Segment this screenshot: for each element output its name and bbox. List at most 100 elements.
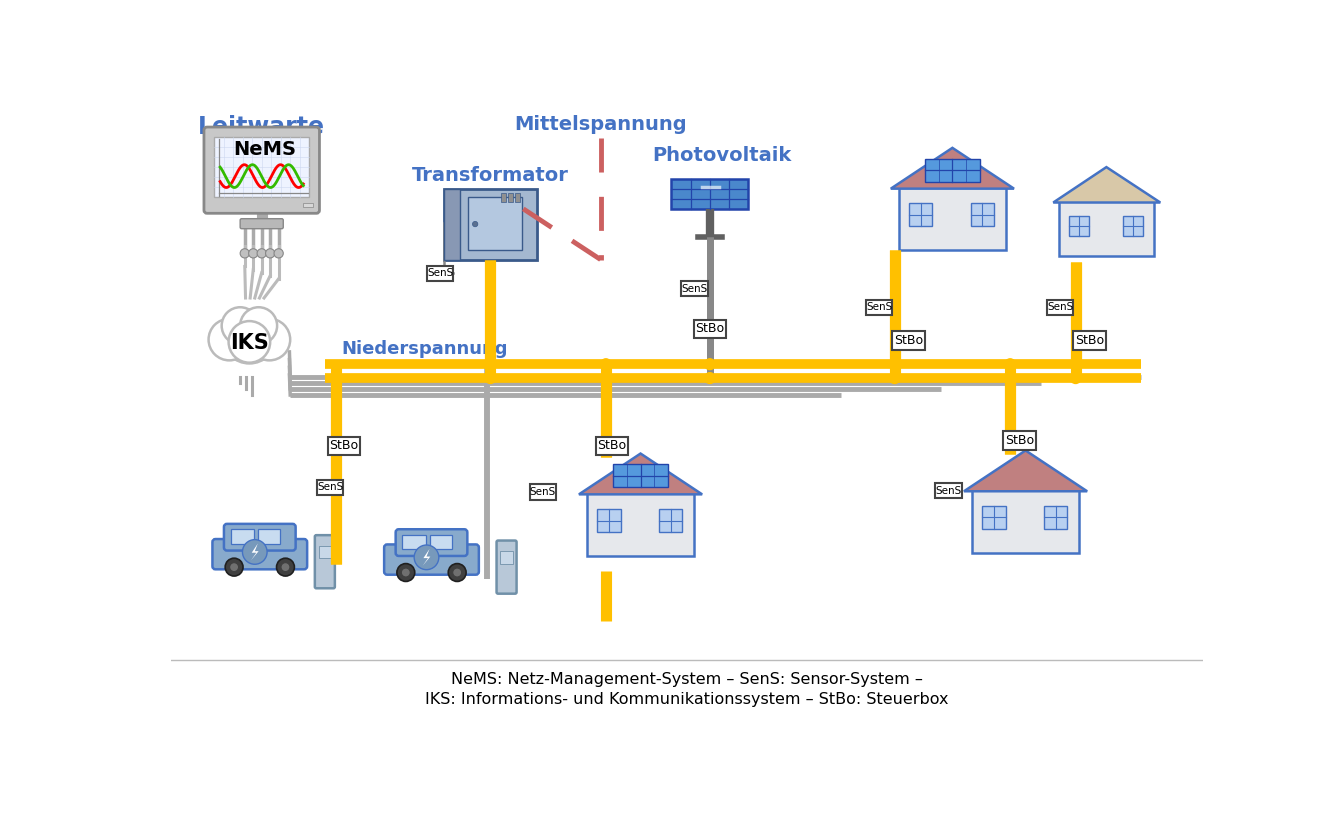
FancyBboxPatch shape bbox=[972, 487, 1080, 553]
FancyBboxPatch shape bbox=[1073, 331, 1106, 350]
FancyBboxPatch shape bbox=[596, 437, 628, 455]
FancyBboxPatch shape bbox=[1123, 216, 1143, 236]
Circle shape bbox=[229, 562, 239, 571]
FancyBboxPatch shape bbox=[694, 319, 726, 338]
FancyBboxPatch shape bbox=[497, 540, 517, 593]
FancyBboxPatch shape bbox=[529, 484, 556, 500]
FancyBboxPatch shape bbox=[303, 202, 312, 207]
FancyBboxPatch shape bbox=[892, 331, 925, 350]
FancyBboxPatch shape bbox=[587, 491, 694, 556]
Circle shape bbox=[240, 249, 249, 258]
FancyBboxPatch shape bbox=[230, 529, 255, 544]
Circle shape bbox=[485, 372, 496, 384]
FancyBboxPatch shape bbox=[213, 539, 307, 570]
FancyBboxPatch shape bbox=[612, 465, 669, 487]
Text: NeMS: Netz-Management-System – SenS: Sensor-System –: NeMS: Netz-Management-System – SenS: Sen… bbox=[450, 672, 923, 687]
FancyBboxPatch shape bbox=[508, 192, 513, 202]
FancyBboxPatch shape bbox=[866, 300, 892, 315]
FancyBboxPatch shape bbox=[681, 281, 708, 297]
FancyBboxPatch shape bbox=[427, 266, 453, 281]
Circle shape bbox=[1005, 372, 1016, 384]
Circle shape bbox=[1071, 359, 1081, 370]
Text: SenS: SenS bbox=[681, 284, 708, 293]
Circle shape bbox=[257, 249, 267, 258]
FancyBboxPatch shape bbox=[500, 551, 513, 564]
Circle shape bbox=[249, 319, 291, 360]
FancyBboxPatch shape bbox=[224, 524, 296, 551]
Circle shape bbox=[229, 321, 271, 363]
FancyBboxPatch shape bbox=[516, 192, 520, 202]
Circle shape bbox=[414, 545, 438, 570]
Circle shape bbox=[1071, 372, 1081, 384]
Text: StBo: StBo bbox=[695, 322, 725, 335]
Text: StBo: StBo bbox=[1005, 434, 1034, 447]
FancyBboxPatch shape bbox=[598, 509, 620, 532]
Circle shape bbox=[705, 372, 716, 384]
FancyBboxPatch shape bbox=[395, 529, 468, 556]
FancyBboxPatch shape bbox=[204, 127, 319, 214]
Circle shape bbox=[249, 249, 257, 258]
Circle shape bbox=[221, 307, 259, 344]
FancyBboxPatch shape bbox=[240, 218, 283, 229]
Text: Transformator: Transformator bbox=[411, 165, 570, 184]
Text: SenS: SenS bbox=[935, 486, 962, 496]
Circle shape bbox=[1005, 359, 1016, 370]
Text: Leitwarte: Leitwarte bbox=[198, 115, 326, 139]
FancyBboxPatch shape bbox=[910, 203, 933, 227]
FancyBboxPatch shape bbox=[899, 185, 1006, 250]
Circle shape bbox=[600, 359, 611, 370]
Circle shape bbox=[890, 359, 900, 370]
Text: SenS: SenS bbox=[318, 482, 343, 492]
Circle shape bbox=[225, 558, 243, 576]
Circle shape bbox=[273, 249, 283, 258]
Circle shape bbox=[449, 564, 466, 581]
FancyBboxPatch shape bbox=[385, 544, 478, 575]
Text: Niederspannung: Niederspannung bbox=[342, 340, 508, 358]
Text: StBo: StBo bbox=[894, 334, 923, 347]
Text: StBo: StBo bbox=[330, 439, 359, 452]
Text: Mittelspannung: Mittelspannung bbox=[515, 115, 687, 134]
Circle shape bbox=[240, 307, 277, 344]
Text: StBo: StBo bbox=[1075, 334, 1104, 347]
FancyBboxPatch shape bbox=[444, 188, 460, 259]
Circle shape bbox=[281, 562, 289, 571]
Circle shape bbox=[600, 372, 611, 384]
Text: StBo: StBo bbox=[598, 439, 627, 452]
Text: SenS: SenS bbox=[427, 268, 453, 279]
FancyBboxPatch shape bbox=[328, 437, 360, 455]
FancyBboxPatch shape bbox=[214, 137, 310, 197]
Text: SenS: SenS bbox=[529, 487, 556, 497]
FancyBboxPatch shape bbox=[935, 482, 962, 498]
Circle shape bbox=[209, 319, 251, 360]
Circle shape bbox=[890, 372, 900, 384]
FancyBboxPatch shape bbox=[1004, 431, 1036, 450]
Text: IKS: IKS bbox=[230, 333, 269, 353]
Text: NeMS: NeMS bbox=[233, 140, 296, 159]
Polygon shape bbox=[579, 453, 702, 495]
FancyBboxPatch shape bbox=[319, 546, 331, 558]
Circle shape bbox=[485, 359, 496, 370]
Circle shape bbox=[473, 222, 478, 227]
Polygon shape bbox=[1053, 167, 1160, 202]
FancyBboxPatch shape bbox=[402, 535, 426, 549]
Text: SenS: SenS bbox=[866, 302, 892, 312]
Circle shape bbox=[453, 568, 462, 577]
FancyBboxPatch shape bbox=[444, 188, 536, 259]
FancyBboxPatch shape bbox=[659, 509, 682, 532]
FancyBboxPatch shape bbox=[925, 159, 980, 182]
FancyBboxPatch shape bbox=[1069, 216, 1088, 236]
Circle shape bbox=[243, 540, 267, 564]
Polygon shape bbox=[251, 544, 259, 561]
FancyBboxPatch shape bbox=[501, 192, 507, 202]
Text: Photovoltaik: Photovoltaik bbox=[651, 146, 791, 165]
FancyBboxPatch shape bbox=[1044, 506, 1067, 529]
FancyBboxPatch shape bbox=[315, 535, 335, 588]
FancyBboxPatch shape bbox=[318, 480, 343, 496]
Polygon shape bbox=[891, 148, 1014, 188]
Circle shape bbox=[402, 568, 410, 577]
FancyBboxPatch shape bbox=[671, 178, 748, 209]
Circle shape bbox=[397, 564, 415, 581]
Polygon shape bbox=[963, 451, 1087, 491]
Text: SenS: SenS bbox=[1047, 302, 1073, 312]
FancyBboxPatch shape bbox=[1047, 300, 1073, 315]
